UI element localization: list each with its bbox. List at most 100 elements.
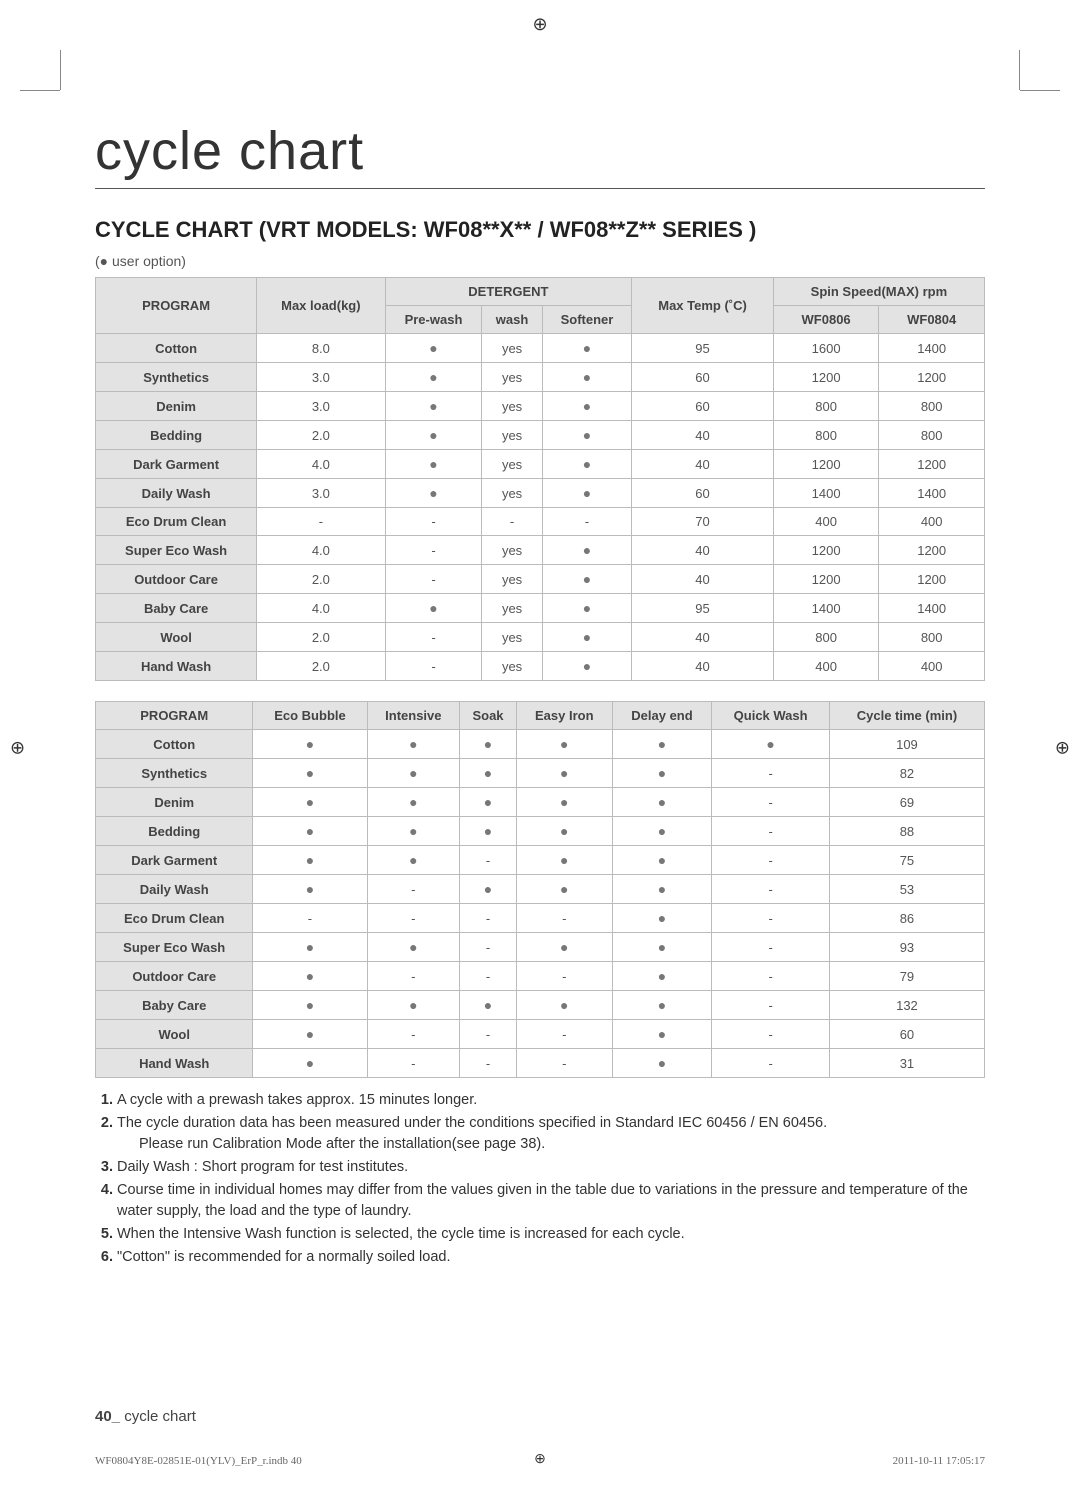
th-prewash: Pre-wash — [385, 306, 482, 334]
cell-prewash: - — [385, 536, 482, 565]
cell-prewash: - — [385, 623, 482, 652]
cell-wf0806: 1200 — [773, 565, 879, 594]
cell-prewash: ● — [385, 334, 482, 363]
cell-quickwash: - — [712, 875, 830, 904]
cell-wf0806: 1200 — [773, 536, 879, 565]
cell-temp: 40 — [632, 565, 774, 594]
cell-delayend: ● — [612, 904, 712, 933]
cell-eco: ● — [253, 817, 367, 846]
cell-soak: ● — [460, 991, 517, 1020]
print-filename: WF0804Y8E-02851E-01(YLV)_ErP_r.indb 40 — [95, 1455, 302, 1467]
cell-easyiron: ● — [516, 846, 612, 875]
cell-quickwash: - — [712, 759, 830, 788]
page-title: cycle chart — [95, 120, 985, 189]
page-content: cycle chart CYCLE CHART (VRT MODELS: WF0… — [95, 120, 985, 1395]
th-eco: Eco Bubble — [253, 702, 367, 730]
cell-temp: 95 — [632, 334, 774, 363]
th-quickwash: Quick Wash — [712, 702, 830, 730]
th-maxload: Max load(kg) — [257, 278, 385, 334]
legend-text: (● user option) — [95, 253, 985, 269]
cell-time: 93 — [829, 933, 984, 962]
table-row: Cotton●●●●●●109 — [96, 730, 985, 759]
cell-temp: 40 — [632, 652, 774, 681]
cell-program: Denim — [96, 788, 253, 817]
cell-temp: 60 — [632, 392, 774, 421]
cropmark-top-icon: ⊕ — [532, 14, 547, 35]
cell-easyiron: - — [516, 1020, 612, 1049]
cell-quickwash: - — [712, 817, 830, 846]
cell-program: Dark Garment — [96, 846, 253, 875]
cell-program: Bedding — [96, 817, 253, 846]
cell-intensive: - — [367, 875, 460, 904]
cell-softener: ● — [542, 392, 632, 421]
cell-delayend: ● — [612, 1020, 712, 1049]
cell-time: 75 — [829, 846, 984, 875]
cell-softener: ● — [542, 536, 632, 565]
cell-eco: ● — [253, 1020, 367, 1049]
section-heading: CYCLE CHART (VRT MODELS: WF08**X** / WF0… — [95, 217, 985, 243]
note-item: Course time in individual homes may diff… — [117, 1180, 985, 1222]
cell-program: Super Eco Wash — [96, 536, 257, 565]
cell-eco: ● — [253, 962, 367, 991]
cell-quickwash: - — [712, 846, 830, 875]
th-cycletime: Cycle time (min) — [829, 702, 984, 730]
table-row: Synthetics3.0●yes●6012001200 — [96, 363, 985, 392]
table-row: Eco Drum Clean----●-86 — [96, 904, 985, 933]
cell-wash: yes — [482, 363, 542, 392]
cell-temp: 40 — [632, 536, 774, 565]
note-item: Daily Wash : Short program for test inst… — [117, 1157, 985, 1178]
table-row: Baby Care4.0●yes●9514001400 — [96, 594, 985, 623]
cell-soak: ● — [460, 875, 517, 904]
cell-prewash: ● — [385, 479, 482, 508]
cell-easyiron: ● — [516, 817, 612, 846]
cell-temp: 40 — [632, 421, 774, 450]
cell-soak: - — [460, 846, 517, 875]
cell-wf0804: 1200 — [879, 536, 985, 565]
cell-delayend: ● — [612, 730, 712, 759]
cell-eco: ● — [253, 788, 367, 817]
cell-wash: yes — [482, 623, 542, 652]
page-label: cycle chart — [120, 1408, 196, 1425]
cell-soak: - — [460, 962, 517, 991]
cell-time: 109 — [829, 730, 984, 759]
th-wf0806: WF0806 — [773, 306, 879, 334]
cell-program: Baby Care — [96, 594, 257, 623]
cell-prewash: ● — [385, 421, 482, 450]
cell-delayend: ● — [612, 846, 712, 875]
cell-softener: ● — [542, 363, 632, 392]
table-row: Bedding2.0●yes●40800800 — [96, 421, 985, 450]
cell-wf0806: 800 — [773, 421, 879, 450]
cell-intensive: - — [367, 904, 460, 933]
table-row: Eco Drum Clean----70400400 — [96, 508, 985, 536]
cell-load: 3.0 — [257, 479, 385, 508]
print-timestamp: 2011-10-11 17:05:17 — [893, 1455, 985, 1467]
cell-time: 88 — [829, 817, 984, 846]
cell-wf0806: 1400 — [773, 479, 879, 508]
cell-temp: 60 — [632, 479, 774, 508]
cell-softener: ● — [542, 565, 632, 594]
cell-easyiron: ● — [516, 759, 612, 788]
cell-wf0806: 400 — [773, 652, 879, 681]
cell-intensive: ● — [367, 846, 460, 875]
cell-soak: ● — [460, 730, 517, 759]
cell-load: 4.0 — [257, 594, 385, 623]
cell-intensive: ● — [367, 991, 460, 1020]
table-row: Cotton8.0●yes●9516001400 — [96, 334, 985, 363]
cell-time: 60 — [829, 1020, 984, 1049]
notes-list: A cycle with a prewash takes approx. 15 … — [95, 1090, 985, 1268]
cell-soak: ● — [460, 817, 517, 846]
table-row: Wool2.0-yes●40800800 — [96, 623, 985, 652]
th-spin: Spin Speed(MAX) rpm — [773, 278, 984, 306]
table-row: Outdoor Care●---●-79 — [96, 962, 985, 991]
cell-prewash: ● — [385, 392, 482, 421]
cell-wf0806: 400 — [773, 508, 879, 536]
cell-wf0804: 800 — [879, 623, 985, 652]
cell-easyiron: ● — [516, 875, 612, 904]
cell-program: Dark Garment — [96, 450, 257, 479]
cell-easyiron: - — [516, 1049, 612, 1078]
cell-eco: ● — [253, 933, 367, 962]
cell-wf0804: 1200 — [879, 565, 985, 594]
cell-intensive: ● — [367, 788, 460, 817]
cell-program: Eco Drum Clean — [96, 508, 257, 536]
note-item: "Cotton" is recommended for a normally s… — [117, 1247, 985, 1268]
